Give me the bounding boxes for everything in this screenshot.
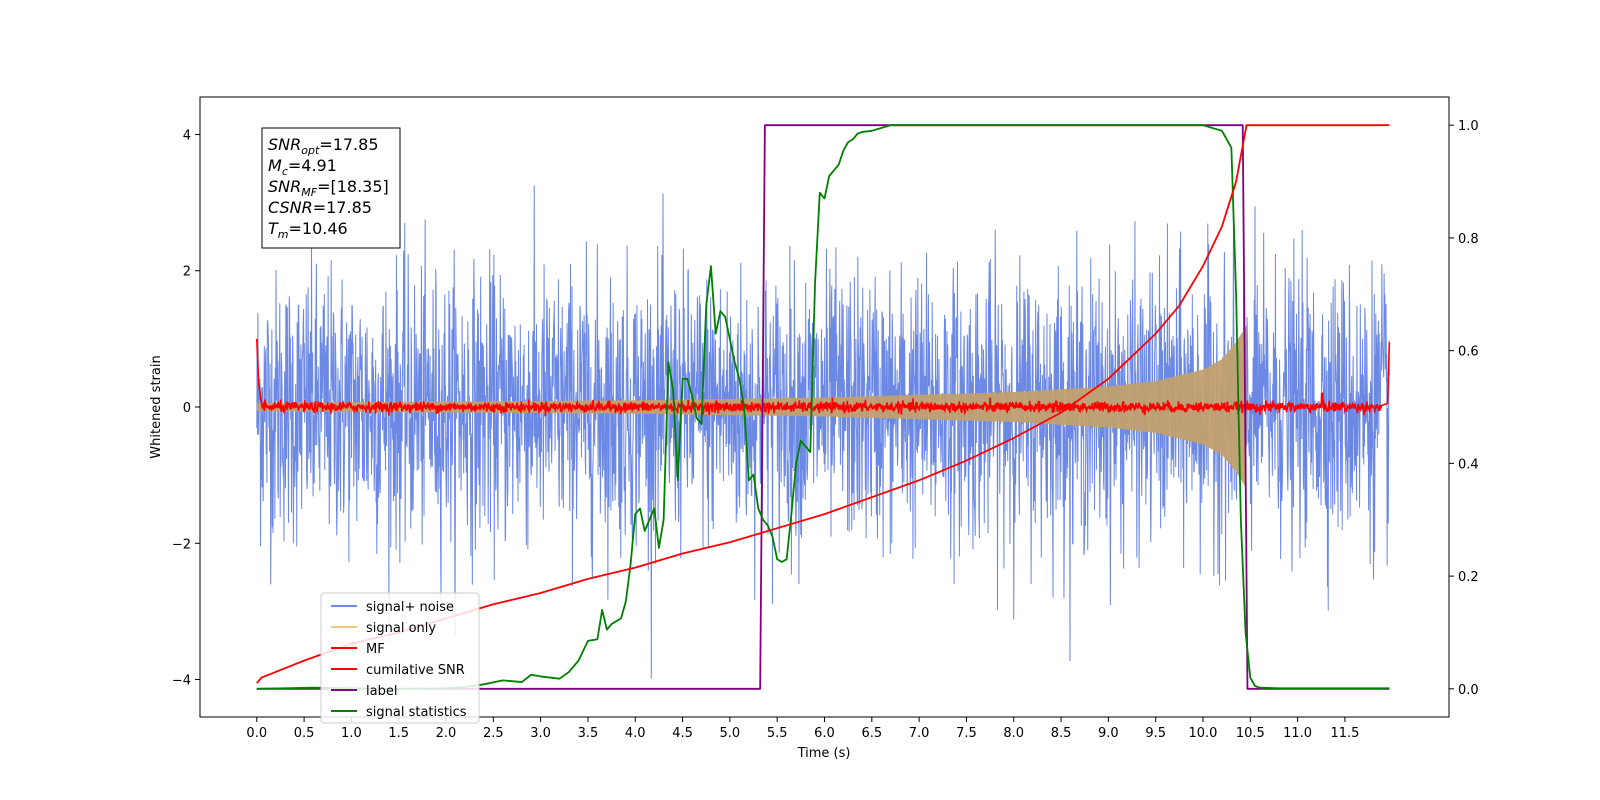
x-tick-label: 0.0 xyxy=(246,726,267,741)
legend-label: MF xyxy=(366,642,385,657)
x-tick-label: 9.0 xyxy=(1098,726,1119,741)
x-tick-label: 7.5 xyxy=(956,726,977,741)
x-tick-label: 2.5 xyxy=(483,726,504,741)
info-line: CSNR=17.85 xyxy=(268,198,372,217)
legend-label: signal+ noise xyxy=(366,600,454,615)
x-tick-label: 6.5 xyxy=(861,726,882,741)
info-box-frame xyxy=(261,127,401,249)
x-axis-title: Time (s) xyxy=(797,746,851,761)
y-axis-left: −4 −2 0 2 4 xyxy=(172,128,200,689)
x-tick-label: 10.0 xyxy=(1189,726,1218,741)
series-mf xyxy=(255,338,1391,416)
x-tick-label: 11.0 xyxy=(1283,726,1312,741)
plot-area xyxy=(255,124,1391,690)
x-tick-label: 3.0 xyxy=(530,726,551,741)
series-signal-statistics-line xyxy=(256,124,1390,690)
y2-tick-label: 0.4 xyxy=(1458,457,1479,472)
x-tick-label: 4.0 xyxy=(625,726,646,741)
legend-label: cumilative SNR xyxy=(366,663,465,678)
x-tick-label: 9.5 xyxy=(1145,726,1166,741)
y-tick-label: −4 xyxy=(172,674,191,689)
y-tick-label: 0 xyxy=(183,401,191,416)
y-axis-right: 0.0 0.2 0.4 0.6 0.8 1.0 xyxy=(1449,119,1479,698)
y2-tick-label: 1.0 xyxy=(1458,119,1479,134)
info-line: SNRopt=17.85 xyxy=(268,135,379,157)
x-tick-label: 8.5 xyxy=(1051,726,1072,741)
x-tick-label: 11.5 xyxy=(1330,726,1359,741)
info-line: Mc=4.91 xyxy=(268,156,337,178)
x-tick-label: 6.0 xyxy=(814,726,835,741)
x-tick-label: 4.5 xyxy=(672,726,693,741)
x-tick-label: 5.0 xyxy=(720,726,741,741)
y2-tick-label: 0.6 xyxy=(1458,345,1479,360)
y-tick-label: −2 xyxy=(172,537,191,552)
legend-label: signal only xyxy=(366,621,436,636)
y2-tick-label: 0.0 xyxy=(1458,683,1479,698)
x-tick-label: 3.5 xyxy=(578,726,599,741)
x-tick-label: 1.0 xyxy=(341,726,362,741)
mf-line xyxy=(255,338,1391,416)
x-axis: 0.0 0.5 1.0 1.5 2.0 2.5 3.0 3.5 4.0 4.5 5.0 5.5 6.0 6… xyxy=(246,717,1359,741)
x-tick-label: 8.0 xyxy=(1003,726,1024,741)
legend-label: signal statistics xyxy=(366,705,467,720)
info-line: SNRMF=[18.35] xyxy=(268,177,389,199)
x-tick-label: 7.0 xyxy=(909,726,930,741)
legend: signal+ noise signal only MF cumilative SNR… xyxy=(320,592,480,724)
x-tick-label: 1.5 xyxy=(388,726,409,741)
x-tick-label: 5.5 xyxy=(767,726,788,741)
y2-tick-label: 0.8 xyxy=(1458,232,1479,247)
x-tick-label: 2.0 xyxy=(436,726,457,741)
legend-frame xyxy=(320,592,480,724)
info-line: Tm=10.46 xyxy=(268,219,348,241)
info-box: SNRopt=17.85Mc=4.91SNRMF=[18.35]CSNR=17.… xyxy=(261,127,401,249)
legend-label: label xyxy=(366,684,397,699)
y-tick-label: 4 xyxy=(183,128,191,143)
x-tick-label: 0.5 xyxy=(294,726,315,741)
y2-tick-label: 0.2 xyxy=(1458,570,1479,585)
y-axis-title: Whitened strain xyxy=(149,355,164,458)
x-tick-label: 10.5 xyxy=(1236,726,1265,741)
y-tick-label: 2 xyxy=(183,265,191,280)
